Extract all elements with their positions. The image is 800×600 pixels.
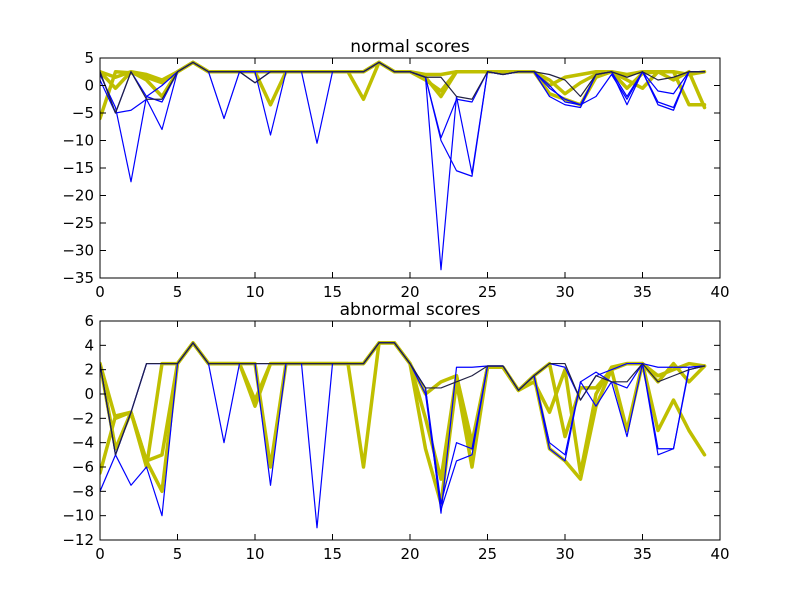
chart-title: normal scores xyxy=(350,37,470,57)
y-tick-label: −8 xyxy=(72,482,94,500)
y-tick-label: 5 xyxy=(84,49,94,67)
x-tick-label: 5 xyxy=(173,545,183,563)
x-tick-label: 25 xyxy=(478,283,497,301)
x-tick-label: 5 xyxy=(173,283,183,301)
y-tick-label: −6 xyxy=(72,458,94,476)
x-tick-label: 25 xyxy=(478,545,497,563)
y-tick-label: −5 xyxy=(72,104,94,122)
y-tick-label: −12 xyxy=(62,531,94,549)
x-tick-label: 35 xyxy=(633,283,652,301)
y-tick-label: 0 xyxy=(84,77,94,95)
series-line-3 xyxy=(100,61,706,177)
series-line-3 xyxy=(100,342,706,529)
x-tick-label: 15 xyxy=(323,545,342,563)
y-tick-label: 0 xyxy=(84,385,94,403)
y-tick-label: −4 xyxy=(72,434,94,452)
y-tick-label: −2 xyxy=(72,409,94,427)
y-tick-label: −35 xyxy=(62,269,94,287)
y-tick-label: 6 xyxy=(84,312,94,330)
series-line-2 xyxy=(100,341,707,494)
y-tick-label: −30 xyxy=(62,242,94,260)
x-tick-label: 0 xyxy=(95,283,105,301)
series-line-2 xyxy=(100,60,707,110)
x-tick-label: 10 xyxy=(245,283,264,301)
abnormal-scores-chart: 0 5 10 15 20 25 30 35 406420−2−4−6−8−10−12abnorm… xyxy=(62,300,729,563)
y-tick-label: −10 xyxy=(62,507,94,525)
chart-title: abnormal scores xyxy=(340,300,481,320)
x-tick-label: 15 xyxy=(323,283,342,301)
plot-frame xyxy=(99,57,721,279)
x-tick-label: 30 xyxy=(555,283,574,301)
x-tick-label: 10 xyxy=(245,545,264,563)
x-tick-label: 0 xyxy=(95,545,105,563)
series-group xyxy=(100,60,707,271)
x-tick-label: 35 xyxy=(633,545,652,563)
y-tick-label: −25 xyxy=(62,214,94,232)
series-line-4 xyxy=(100,342,706,514)
series-line-6 xyxy=(100,61,706,114)
series-line-5 xyxy=(100,61,706,271)
y-tick-label: 2 xyxy=(84,361,94,379)
series-group xyxy=(100,341,707,529)
y-tick-label: −15 xyxy=(62,159,94,177)
y-tick-label: 4 xyxy=(84,336,94,354)
normal-scores-chart: 0 5 10 15 20 25 30 35 40 5 0 −5 −10 −15 −20 −25 −30 −35 no… xyxy=(62,37,729,301)
x-tick-label: 30 xyxy=(555,545,574,563)
series-line-6 xyxy=(100,342,706,456)
x-tick-label: 20 xyxy=(400,283,419,301)
y-tick-label: −20 xyxy=(62,187,94,205)
x-tick-label: 20 xyxy=(400,545,419,563)
x-tick-label: 40 xyxy=(710,545,729,563)
y-tick-label: −10 xyxy=(62,132,94,150)
x-tick-label: 40 xyxy=(710,283,729,301)
series-line-1 xyxy=(100,341,707,469)
